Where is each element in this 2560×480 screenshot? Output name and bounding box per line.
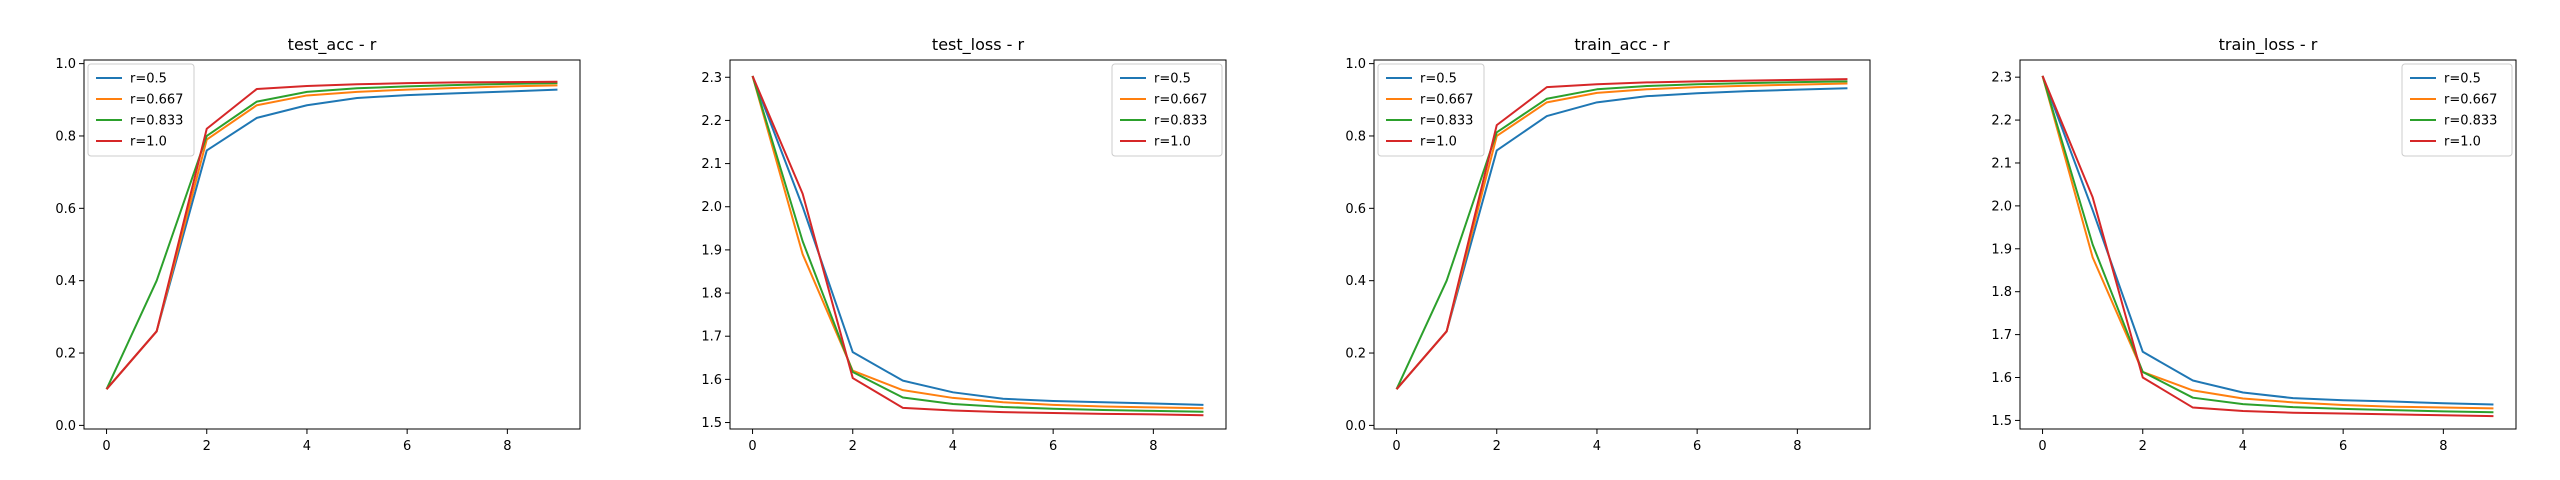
legend-label: r=1.0 <box>1420 135 1457 150</box>
y-tick-label: 1.8 <box>1991 285 2012 300</box>
x-tick-label: 6 <box>2339 439 2347 454</box>
series-line-r-0-833 <box>751 75 1204 413</box>
chart-panel-2: test_loss - r 0 2 4 6 8 1.5 1.6 1.7 1.8 1.9 2.0 2.1 2… <box>701 35 1227 454</box>
series-line-r-1-0 <box>2041 75 2494 418</box>
y-tick-label: 0.6 <box>1345 202 1366 217</box>
chart-title: test_loss - r <box>932 35 1025 55</box>
legend-label: r=1.0 <box>1154 135 1191 150</box>
x-tick-label: 6 <box>403 439 411 454</box>
legend-label: r=0.5 <box>1154 72 1191 87</box>
legend <box>1111 63 1223 157</box>
series-line-r-0-833 <box>1395 80 1848 390</box>
series-line-r-0-833 <box>2041 75 2494 414</box>
y-tick-label: 1.8 <box>701 287 722 302</box>
x-tick-label: 4 <box>949 439 957 454</box>
series-line-r-1-0 <box>105 80 558 390</box>
x-tick-label: 0 <box>2038 439 2046 454</box>
series-line-r-0-5 <box>1395 87 1848 390</box>
y-tick-label: 0.6 <box>55 202 76 217</box>
x-tick-label: 8 <box>1149 439 1157 454</box>
x-tick-label: 2 <box>1493 439 1501 454</box>
y-tick-label: 2.0 <box>701 200 722 215</box>
x-tick-label: 4 <box>1593 439 1601 454</box>
y-tick-label: 0.4 <box>55 274 76 289</box>
legend-label: r=0.667 <box>1420 93 1473 108</box>
x-tick-label: 6 <box>1693 439 1701 454</box>
x-tick-label: 8 <box>2439 439 2447 454</box>
y-tick-label: 1.9 <box>701 243 722 258</box>
legend-label: r=0.833 <box>2444 114 2497 129</box>
chart-panel-4: train_loss - r 0 2 4 6 8 1.5 1.6 1.7 1.8 1.9 2.0 2.1… <box>1991 35 2517 454</box>
legend-label: r=0.667 <box>1154 93 1207 108</box>
x-tick-label: 0 <box>1392 439 1400 454</box>
x-tick-label: 0 <box>748 439 756 454</box>
x-tick-label: 6 <box>1049 439 1057 454</box>
chart-panel-1: test_acc - r 0 2 4 6 8 0.0 0.2 0.4 0.6 0.8 1.0 r=0.5… <box>55 35 581 454</box>
y-tick-label: 1.5 <box>1991 414 2012 429</box>
y-tick-label: 0.2 <box>55 347 76 362</box>
y-tick-label: 1.6 <box>1991 371 2012 386</box>
y-tick-label: 2.3 <box>1991 71 2012 86</box>
legend-label: r=0.833 <box>130 114 183 129</box>
x-tick-label: 4 <box>303 439 311 454</box>
y-tick-label: 0.0 <box>1345 419 1366 434</box>
y-tick-label: 1.7 <box>701 330 722 345</box>
y-tick-label: 1.7 <box>1991 328 2012 343</box>
legend-label: r=0.5 <box>2444 72 2481 87</box>
y-tick-label: 1.9 <box>1991 242 2012 257</box>
x-tick-label: 2 <box>849 439 857 454</box>
y-tick-label: 0.8 <box>1345 129 1366 144</box>
y-tick-label: 1.5 <box>701 416 722 431</box>
y-tick-label: 1.0 <box>1345 57 1366 72</box>
legend <box>2401 63 2513 157</box>
x-tick-label: 2 <box>203 439 211 454</box>
legend-label: r=1.0 <box>130 135 167 150</box>
series-line-r-1-0 <box>751 75 1204 417</box>
chart-title: train_acc - r <box>1574 35 1670 55</box>
series-line-r-0-667 <box>105 84 558 390</box>
x-tick-label: 4 <box>2239 439 2247 454</box>
y-tick-label: 2.3 <box>701 71 722 86</box>
legend-label: r=1.0 <box>2444 135 2481 150</box>
legend-label: r=0.667 <box>130 93 183 108</box>
y-tick-label: 2.1 <box>1991 156 2012 171</box>
y-tick-label: 1.0 <box>55 57 76 72</box>
series-line-r-0-667 <box>2041 75 2494 410</box>
series-line-r-0-667 <box>751 75 1204 410</box>
series-line-r-1-0 <box>1395 78 1848 390</box>
series-line-r-0-5 <box>751 75 1204 406</box>
chart-title: train_loss - r <box>2219 35 2318 55</box>
legend-label: r=0.5 <box>1420 72 1457 87</box>
y-tick-label: 1.6 <box>701 373 722 388</box>
y-tick-label: 0.0 <box>55 419 76 434</box>
y-tick-label: 2.0 <box>1991 199 2012 214</box>
legend-label: r=0.667 <box>2444 93 2497 108</box>
y-tick-label: 2.2 <box>1991 114 2012 129</box>
legend-label: r=0.5 <box>130 72 167 87</box>
series-line-r-0-5 <box>2041 75 2494 406</box>
series-line-r-0-833 <box>105 82 558 390</box>
x-tick-label: 0 <box>102 439 110 454</box>
y-tick-label: 2.1 <box>701 157 722 172</box>
y-tick-label: 0.8 <box>55 129 76 144</box>
y-tick-label: 2.2 <box>701 114 722 129</box>
legend-label: r=0.833 <box>1420 114 1473 129</box>
chart-panel-3: train_acc - r 0 2 4 6 8 0.0 0.2 0.4 0.6 0.8 1.0 r=0.… <box>1345 35 1871 454</box>
x-tick-label: 2 <box>2139 439 2147 454</box>
legend-label: r=0.833 <box>1154 114 1207 129</box>
y-tick-label: 0.2 <box>1345 347 1366 362</box>
x-tick-label: 8 <box>1793 439 1801 454</box>
series-line-r-0-667 <box>1395 82 1848 390</box>
chart-title: test_acc - r <box>288 35 377 55</box>
series-line-r-0-5 <box>105 88 558 390</box>
legend <box>1377 63 1485 157</box>
x-tick-label: 8 <box>503 439 511 454</box>
legend <box>87 63 195 157</box>
y-tick-label: 0.4 <box>1345 274 1366 289</box>
